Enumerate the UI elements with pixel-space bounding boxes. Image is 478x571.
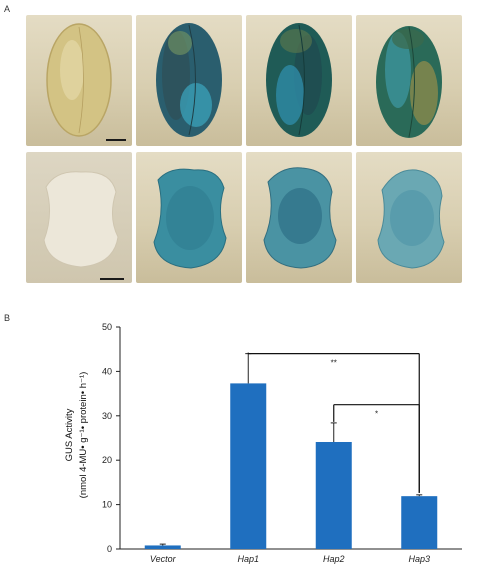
significance-brackets: ***	[247, 352, 420, 493]
panel-a-label: A	[4, 4, 11, 14]
x-tick-label-hap2: Hap2	[323, 554, 345, 564]
bar-vector	[144, 545, 181, 549]
bars: Vector Hap1 Hap2 Hap3	[144, 353, 438, 564]
scale-bar	[100, 278, 124, 280]
x-tick-label-hap3: Hap3	[408, 554, 430, 564]
panel-b-label: B	[4, 313, 11, 323]
cross-section-hap3-photo	[356, 152, 462, 283]
significance-bracket-hap2-hap3: *	[333, 404, 420, 493]
whole-seed-hap3-photo	[356, 15, 462, 146]
y-tick-label: 50	[102, 322, 112, 332]
cross-section-hap1-photo	[136, 152, 242, 283]
y-tick-label: 0	[107, 544, 112, 554]
whole-seed-hap2-photo	[246, 15, 352, 146]
cross-section-hap2-photo	[246, 152, 352, 283]
y-tick-label: 40	[102, 366, 112, 376]
y-axis-label-line2: (nmol 4-MU• g⁻¹• protein• h⁻¹)	[78, 372, 89, 499]
bar-hap2	[315, 441, 352, 549]
bar-hap3	[401, 496, 438, 549]
bar-hap1	[230, 383, 267, 549]
significance-label: *	[375, 410, 378, 419]
cross-section-vector-photo	[26, 152, 132, 283]
whole-seed-hap1-photo	[136, 15, 242, 146]
y-tick-label: 20	[102, 455, 112, 465]
whole-seed-vector-photo	[26, 15, 132, 146]
y-axis-label-line1: GUS Activity	[64, 408, 75, 461]
scale-bar	[106, 139, 126, 141]
x-tick-label-vector: Vector	[150, 554, 177, 564]
y-tick-label: 10	[102, 500, 112, 510]
y-tick-label: 30	[102, 411, 112, 421]
x-tick-label-hap1: Hap1	[237, 554, 259, 564]
significance-label: **	[331, 359, 337, 368]
